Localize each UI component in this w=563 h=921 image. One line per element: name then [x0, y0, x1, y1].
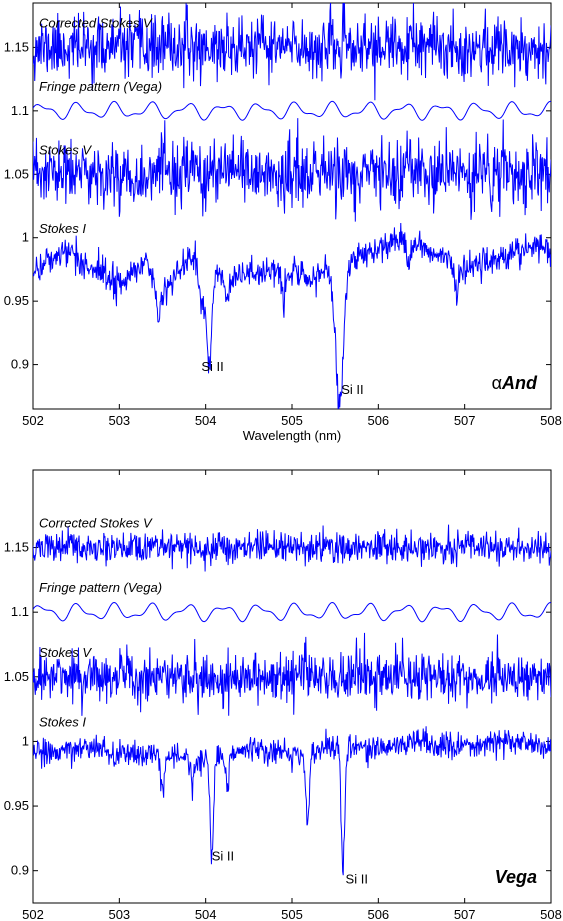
line-annotation: Si II: [212, 848, 234, 863]
x-tick-label: 505: [281, 413, 303, 428]
x-tick-label: 504: [195, 413, 217, 428]
x-tick-label: 505: [281, 907, 303, 921]
y-tick-label: 0.9: [11, 863, 29, 878]
x-tick-label: 503: [108, 907, 130, 921]
chart-panel-1: 502 503 504 505 506 507 508 0.9 0.95 1 1.05 1.1 1.15…: [4, 2, 562, 443]
x-tick-label: 503: [108, 413, 130, 428]
y-tick-label: 1: [22, 733, 29, 748]
y-tick-label: 1.1: [11, 103, 29, 118]
series-label: Stokes I: [39, 221, 86, 236]
series-line-corrected-stokes-v: [33, 524, 551, 572]
x-tick-label: 504: [195, 907, 217, 921]
line-annotation: Si II: [201, 359, 223, 374]
x-tick-label: 506: [367, 413, 389, 428]
x-tick-label: 502: [22, 907, 44, 921]
star-label: αAnd: [492, 373, 538, 393]
star-label-name: And: [501, 373, 538, 393]
series-line-corrected-stokes-v: [33, 3, 551, 101]
series-line-stokes-i: [33, 223, 551, 409]
y-tick-label: 0.95: [4, 293, 29, 308]
x-tick-label: 502: [22, 413, 44, 428]
x-tick-label: 508: [540, 413, 562, 428]
star-label-name: Vega: [495, 867, 537, 887]
series-label: Corrected Stokes V: [39, 516, 153, 531]
x-tick-label: 507: [454, 907, 476, 921]
y-tick-label: 1.05: [4, 166, 29, 181]
star-label: Vega: [495, 867, 537, 887]
series-label: Stokes V: [39, 645, 92, 660]
line-annotation: Si II: [341, 382, 363, 397]
y-tick-label: 1: [22, 230, 29, 245]
series-label: Fringe pattern (Vega): [39, 580, 162, 595]
series-label: Stokes V: [39, 142, 92, 157]
y-tick-label: 1.1: [11, 604, 29, 619]
series-line-fringe-pattern-vega: [33, 100, 551, 121]
series-label: Corrected Stokes V: [39, 15, 153, 30]
series-line-stokes-i: [33, 726, 551, 876]
y-tick-label: 1.15: [4, 39, 29, 54]
star-label-prefix: α: [492, 373, 502, 393]
series-line-fringe-pattern-vega: [33, 601, 551, 623]
x-tick-label: 507: [454, 413, 476, 428]
series-line-stokes-v: [33, 632, 551, 716]
x-tick-label: 506: [367, 907, 389, 921]
x-tick-label: 508: [540, 907, 562, 921]
series-label: Stokes I: [39, 714, 86, 729]
y-tick-label: 0.95: [4, 798, 29, 813]
chart-panel-2: 502 503 504 505 506 507 508 0.9 0.95 1 1.05 1.1 1.15…: [4, 469, 562, 921]
y-tick-label: 0.9: [11, 357, 29, 372]
y-tick-label: 1.15: [4, 540, 29, 555]
series-line-stokes-v: [33, 118, 551, 222]
series-label: Fringe pattern (Vega): [39, 79, 162, 94]
line-annotation: Si II: [346, 872, 368, 887]
x-axis-label: Wavelength (nm): [243, 428, 342, 443]
y-tick-label: 1.05: [4, 669, 29, 684]
